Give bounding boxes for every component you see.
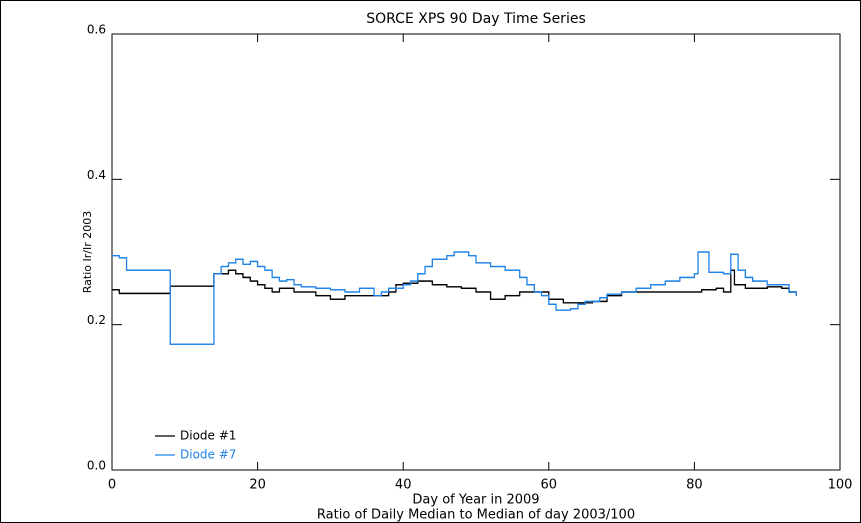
legend-label: Diode #7 — [180, 448, 236, 462]
x-tick-label: 100 — [828, 478, 853, 493]
x-tick-label: 60 — [541, 478, 558, 493]
y-tick-label: 0.6 — [87, 23, 106, 37]
x-axis-subtitle: Ratio of Daily Median to Median of day 2… — [317, 508, 635, 523]
x-tick-label: 0 — [108, 478, 116, 493]
y-axis-label: Ratio Ir/Ir 2003 — [81, 211, 94, 293]
x-tick-label: 80 — [686, 478, 703, 493]
y-tick-label: 0.2 — [87, 313, 106, 327]
chart-title: SORCE XPS 90 Day Time Series — [366, 11, 586, 27]
y-tick-label: 0.0 — [87, 459, 106, 473]
x-tick-label: 40 — [395, 478, 412, 493]
x-axis-label: Day of Year in 2009 — [412, 493, 539, 508]
legend-label: Diode #1 — [180, 429, 236, 443]
plot-area — [111, 33, 841, 471]
x-tick-label: 20 — [249, 478, 266, 493]
y-tick-label: 0.4 — [87, 168, 106, 182]
